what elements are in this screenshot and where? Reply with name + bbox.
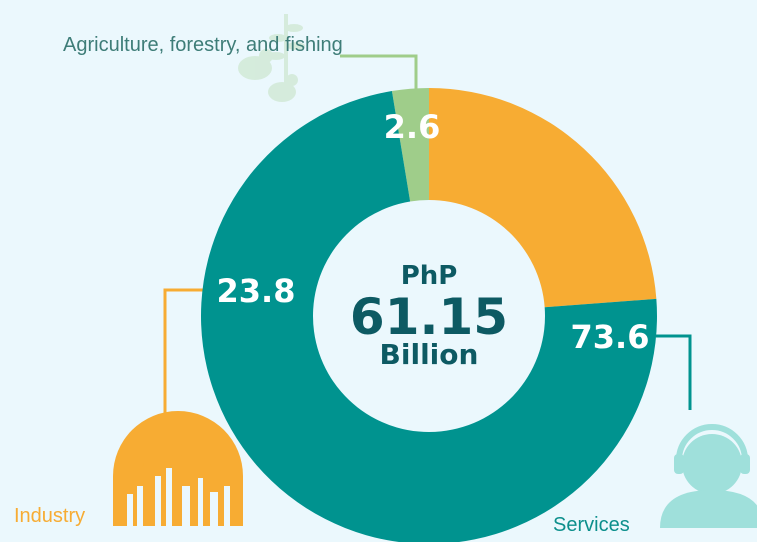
value-label-industry: 23.8	[217, 272, 296, 310]
agriculture-leader-line	[340, 54, 418, 96]
value-label-agriculture: 2.6	[384, 108, 441, 146]
category-label-services: Services	[553, 514, 630, 536]
slice-industry	[429, 88, 657, 308]
category-label-industry: Industry	[14, 505, 85, 527]
slice-agriculture	[391, 88, 429, 202]
wheat-and-chicken-icon	[238, 14, 305, 102]
services-leader-line	[656, 334, 692, 410]
customer-service-headset-icon	[660, 424, 757, 528]
industry-leader-line	[163, 288, 208, 430]
center-currency: PhP	[401, 261, 458, 291]
center-unit: Billion	[380, 338, 479, 371]
center-amount: 61.15	[350, 288, 508, 346]
value-label-services: 73.6	[571, 318, 650, 356]
slice-services	[201, 91, 657, 542]
factory-gear-icon	[113, 411, 243, 526]
category-label-agriculture: Agriculture, forestry, and fishing	[63, 34, 343, 56]
